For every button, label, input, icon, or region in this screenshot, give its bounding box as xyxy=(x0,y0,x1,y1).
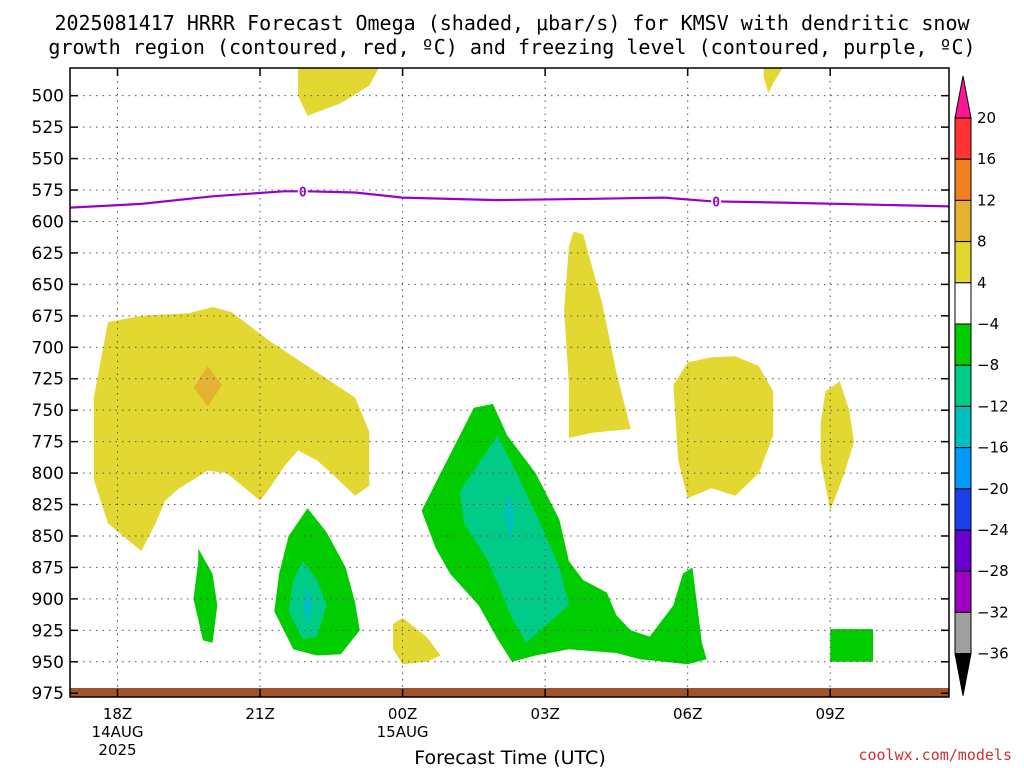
y-tick-label: 600 xyxy=(32,212,64,232)
omega-pos-4-8-region xyxy=(564,231,631,438)
y-tick-label: 725 xyxy=(32,370,64,390)
colorbar-block xyxy=(954,570,972,613)
plot-frame xyxy=(69,67,950,698)
colorbar-tick-label: −4 xyxy=(977,315,999,333)
y-tick-label: 625 xyxy=(32,244,64,264)
colorbar-tick-label: 4 xyxy=(977,274,987,292)
colorbar-tick-label: 16 xyxy=(977,150,996,168)
freezing-level-contour-label: 0 xyxy=(712,195,720,210)
y-tick-label: 950 xyxy=(32,653,64,673)
omega-pos-4-8-region xyxy=(93,307,370,552)
gridlines xyxy=(70,68,949,697)
colorbar-tick-label: 20 xyxy=(977,109,996,127)
colorbar-tick-label: −36 xyxy=(977,645,1009,663)
colorbar-block xyxy=(954,529,972,572)
y-tick-label: 750 xyxy=(32,401,64,421)
x-tick-label: 06Z xyxy=(673,705,702,723)
omega-pos-4-8-region xyxy=(393,617,441,665)
colorbar-block xyxy=(954,282,972,325)
omega-shading-layer xyxy=(93,68,873,665)
colorbar-bottom-triangle xyxy=(954,653,972,696)
y-tick-label: 800 xyxy=(32,464,64,484)
colorbar-tick-label: 8 xyxy=(977,233,987,251)
x-tick-label: 18Z xyxy=(103,705,132,723)
omega-pos-4-8-region xyxy=(673,356,774,499)
y-tick-label: 925 xyxy=(32,621,64,641)
chart-title-line-2: growth region (contoured, red, ºC) and f… xyxy=(48,35,975,59)
freezing-level-contour-label: 0 xyxy=(299,185,307,200)
colorbar-tick-label: 12 xyxy=(977,191,996,209)
colorbar-tick-label: −32 xyxy=(977,603,1009,621)
y-tick-label: 825 xyxy=(32,496,64,516)
colorbar-block xyxy=(954,405,972,449)
plot-area: 00 xyxy=(70,68,949,697)
y-tick-label: 850 xyxy=(32,527,64,547)
y-tick-label: 650 xyxy=(32,275,64,295)
colorbar-block xyxy=(954,364,972,407)
omega-neg-4-8-region xyxy=(830,629,873,662)
colorbar-block xyxy=(954,241,972,284)
y-tick-label: 775 xyxy=(32,433,64,453)
colorbar-top-triangle xyxy=(954,75,972,119)
colorbar: 20 16 12 8 4 −4 −8 −12 −16 −20 −24 −28 −32 −36 xyxy=(954,75,1009,696)
x-tick-label: 21Z xyxy=(245,705,274,723)
x-tick-label: 00Z xyxy=(388,705,417,723)
omega-pos-4-8-region xyxy=(820,381,854,511)
omega-pos-8-12-region xyxy=(193,366,222,407)
contour-label-bg xyxy=(711,194,722,209)
x-tick-label: 14AUG xyxy=(92,723,144,741)
omega-neg-12-16-region xyxy=(504,491,515,543)
colorbar-block xyxy=(954,488,972,531)
x-axis-label: Forecast Time (UTC) xyxy=(414,747,605,768)
y-tick-label: 675 xyxy=(32,307,64,327)
colorbar-tick-label: −12 xyxy=(977,397,1009,415)
freezing-level-line xyxy=(70,190,949,209)
omega-neg-8-12-region xyxy=(459,435,569,643)
y-tick-label: 700 xyxy=(32,338,64,358)
y-tick-label: 875 xyxy=(32,558,64,578)
x-tick-label: 09Z xyxy=(816,705,845,723)
x-tick-label: 2025 xyxy=(98,741,136,759)
x-tick-label: 03Z xyxy=(530,705,559,723)
colorbar-block xyxy=(954,447,972,490)
colorbar-block xyxy=(954,158,972,201)
chart-title-line-1: 2025081417 HRRR Forecast Omega (shaded, … xyxy=(54,11,970,35)
freezing-level-layer: 00 xyxy=(70,184,949,210)
y-tick-label: 975 xyxy=(32,684,64,704)
contour-label-bg xyxy=(297,184,308,199)
colorbar-block xyxy=(954,323,972,366)
colorbar-tick-label: −28 xyxy=(977,562,1009,580)
y-tick-label: 500 xyxy=(32,87,64,107)
omega-neg-4-8-region xyxy=(193,548,218,643)
colorbar-tick-label: −24 xyxy=(977,521,1009,539)
colorbar-block xyxy=(954,117,972,160)
colorbar-tick-label: −8 xyxy=(977,356,999,374)
y-tick-label: 550 xyxy=(32,150,64,170)
omega-pos-4-8-region xyxy=(763,68,783,94)
surface-terrain xyxy=(70,688,949,697)
x-tick-label: 15AUG xyxy=(377,723,429,741)
y-tick-label: 575 xyxy=(32,181,64,201)
watermark: coolwx.com/models xyxy=(858,746,1012,764)
omega-neg-12-16-region xyxy=(302,586,313,624)
omega-neg-4-8-region xyxy=(421,403,707,665)
colorbar-block xyxy=(954,199,972,243)
colorbar-block xyxy=(954,611,972,655)
y-axis: 500 525 550 575 600 625 650 675 700 725 750 775 800 8… xyxy=(32,87,949,704)
y-tick-label: 525 xyxy=(32,118,64,138)
y-tick-label: 900 xyxy=(32,590,64,610)
colorbar-tick-label: −16 xyxy=(977,439,1009,457)
colorbar-tick-label: −20 xyxy=(977,480,1009,498)
omega-pos-4-8-region xyxy=(298,68,379,116)
